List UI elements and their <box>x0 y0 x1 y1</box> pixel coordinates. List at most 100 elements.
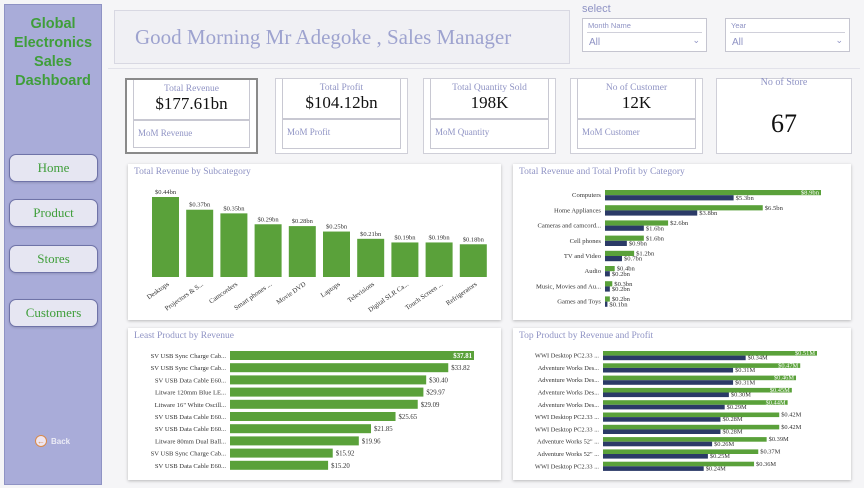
sidebar: Global Electronics Sales Dashboard Home … <box>4 4 102 485</box>
data-label: $0.47M <box>778 362 798 369</box>
data-label: $0.30M <box>731 392 751 399</box>
y-tick-label: Computers <box>572 192 601 199</box>
bar-series-2 <box>603 380 734 385</box>
chevron-down-icon: ⌄ <box>692 35 700 45</box>
bar-series-2 <box>603 429 721 434</box>
year-filter-dropdown[interactable]: Year All ⌄ <box>725 18 850 52</box>
data-label: $0.39M <box>769 436 789 443</box>
data-label: $5.3bn <box>736 195 755 202</box>
y-tick-label: Adventure Works Des... <box>538 390 600 397</box>
bar-series-2 <box>605 225 644 231</box>
month-filter-dropdown[interactable]: Month Name All ⌄ <box>582 18 707 52</box>
bar-series-2 <box>605 240 627 246</box>
data-label: $2.6bn <box>670 220 689 227</box>
bar-series-2 <box>603 454 708 459</box>
bar-series-2 <box>603 441 713 447</box>
chart-title: Total Revenue by Subcategory <box>134 167 251 177</box>
y-tick-label: SV USB Sync Charge Cab... <box>151 451 227 458</box>
x-tick-label: Smart phones ... <box>233 281 273 312</box>
month-filter-value: All <box>589 37 601 48</box>
data-label: $8.9bn <box>801 190 820 197</box>
customers-button[interactable]: Customers <box>9 299 98 327</box>
bar <box>230 460 329 470</box>
data-label: $0.4bn <box>617 266 636 273</box>
data-label: $0.42M <box>781 424 801 431</box>
kpi-mom-label: MoM Customer <box>582 127 640 137</box>
y-tick-label: Audio <box>585 268 602 275</box>
kpi-title: Total Revenue <box>164 84 219 94</box>
data-label: $0.29M <box>727 404 747 411</box>
bar <box>425 242 453 277</box>
y-tick-label: SV USB Data Cable E60... <box>155 426 226 433</box>
bar-series-1 <box>605 266 615 272</box>
kpi-mom-box: MoM Customer <box>577 119 696 149</box>
bar-series-2 <box>605 286 610 292</box>
bar <box>220 213 248 277</box>
greeting-text: Good Morning Mr Adegoke , Sales Manager <box>135 24 512 49</box>
bar-series-1 <box>603 375 797 381</box>
bar <box>254 224 282 277</box>
kpi-mom-label: MoM Revenue <box>138 128 193 138</box>
data-label: $0.29bn <box>258 216 280 223</box>
x-tick-label: Camcorders <box>208 281 239 306</box>
kpi-mom-label: MoM Profit <box>287 127 331 137</box>
data-label: $0.2bn <box>612 271 631 278</box>
kpi-mom-label: MoM Quantity <box>435 127 490 137</box>
least-product-chart: SV USB Sync Charge Cab... $37.81 SV USB Sy… <box>151 351 474 470</box>
y-tick-label: SV USB Data Cable E60... <box>155 377 226 384</box>
data-label: $0.44M <box>766 399 786 406</box>
data-label: $19.96 <box>362 438 381 445</box>
bar-series-1 <box>605 250 635 256</box>
bar <box>230 375 427 385</box>
kpi-value-box: Total Profit $104.12bn <box>282 79 401 119</box>
data-label: $0.28M <box>722 429 742 436</box>
data-label: $0.34M <box>748 355 768 362</box>
data-label: $0.45M <box>770 387 790 394</box>
dashboard-title: Global Electronics Sales Dashboard <box>5 15 101 91</box>
dropdown-divider <box>587 32 702 33</box>
kpi-total-revenue: Total Revenue $177.61bn MoM Revenue <box>125 78 258 154</box>
kpi-value: 198K <box>470 93 509 112</box>
data-label: $1.6bn <box>646 225 665 232</box>
bar-series-1 <box>605 220 669 226</box>
data-label: $0.31M <box>735 367 755 374</box>
x-tick-label: Laptops <box>320 281 342 299</box>
bar-series-1 <box>603 351 817 356</box>
data-label: $0.2bn <box>612 286 631 293</box>
bar-series-1 <box>603 387 792 393</box>
bar-series-2 <box>603 466 704 471</box>
back-button[interactable]: ← Back <box>35 435 70 447</box>
bar <box>230 387 424 397</box>
home-button[interactable]: Home <box>9 154 98 182</box>
x-tick-label: Televisions <box>347 281 377 305</box>
data-label: $0.37bn <box>189 202 211 209</box>
bar-series-2 <box>605 195 734 201</box>
year-filter-value: All <box>732 37 744 48</box>
kpi-mom-box: MoM Revenue <box>133 120 250 148</box>
bar-series-1 <box>605 205 763 211</box>
stores-button[interactable]: Stores <box>9 245 98 273</box>
y-tick-label: Adventure Works 52" ... <box>537 451 599 458</box>
y-tick-label: SV USB Sync Charge Cab... <box>151 365 227 372</box>
product-button[interactable]: Product <box>9 199 98 227</box>
data-label: $0.36M <box>756 461 776 468</box>
data-label: $0.2bn <box>612 296 631 303</box>
data-label: $0.46M <box>774 375 794 382</box>
data-label: $0.28bn <box>292 218 314 225</box>
y-tick-label: Litware 120mm Blue LE... <box>155 390 226 397</box>
bar-series-1 <box>603 363 801 368</box>
kpi-title: Total Quantity Sold <box>452 83 527 93</box>
data-label: $0.35bn <box>223 205 245 212</box>
data-label: $37.81 <box>453 353 472 360</box>
x-tick-label: Touch Screen ... <box>404 281 444 312</box>
bar-series-2 <box>603 404 725 410</box>
bar <box>391 242 419 277</box>
top-product-chart: WWI Desktop PC2.33 ... $0.51M $0.34M Advent… <box>535 350 817 472</box>
data-label: $30.40 <box>429 377 448 384</box>
dashboard-title-line: Global <box>30 16 76 32</box>
x-tick-label: Projectors & S... <box>164 281 205 313</box>
revenue-by-subcategory-chart: $0.44bn Desktops $0.37bn Projectors & S... $… <box>146 189 487 314</box>
data-label: $0.25bn <box>326 224 348 231</box>
dashboard-title-line: Sales <box>34 54 72 70</box>
greeting-banner: Good Morning Mr Adegoke , Sales Manager <box>114 10 570 64</box>
